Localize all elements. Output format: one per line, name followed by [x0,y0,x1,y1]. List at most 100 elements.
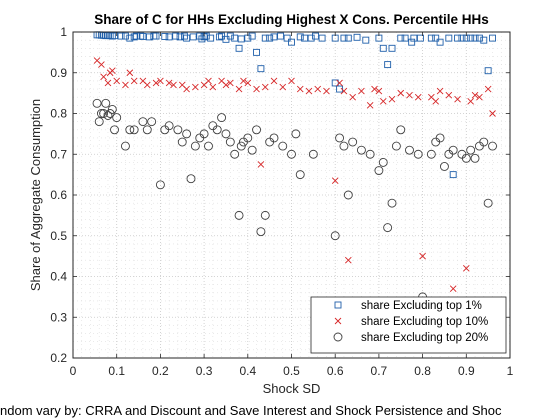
data-point-top20 [396,125,406,135]
data-point-top1 [397,34,405,42]
data-point-top20 [129,125,139,135]
data-point-top10 [279,83,287,91]
x-tick-label: 0.3 [196,364,213,378]
data-point-top20 [138,117,148,127]
data-point-top1 [130,33,138,41]
x-tick-label: 0.2 [152,364,169,378]
data-point-top20 [177,137,187,147]
x-tick-label: 0 [70,364,77,378]
data-point-top1 [283,34,291,42]
data-point-top10 [340,87,348,95]
data-point-top10 [165,79,173,87]
data-point-top20 [230,149,240,159]
x-tick-label: 0.6 [327,364,344,378]
data-point-top20 [378,157,388,167]
bottom-caption: ndom vary by: CRRA and Discount and Save… [0,403,502,418]
data-point-top1 [331,79,339,87]
data-point-top1 [161,33,169,40]
data-point-top1 [432,34,440,42]
data-point-top10 [484,85,492,93]
data-point-top20 [96,109,106,118]
data-point-top20 [405,145,414,155]
data-point-top20 [260,210,270,220]
data-point-top20 [391,141,401,151]
data-point-top10 [314,85,322,93]
data-point-top20 [212,125,222,135]
x-tick-label: 1 [507,364,514,378]
data-point-top20 [182,129,192,139]
data-point-top1 [152,32,160,40]
y-tick-label: 1 [60,25,67,39]
data-point-top20 [94,117,104,127]
data-point-top20 [125,125,135,135]
data-point-top1 [489,34,496,42]
data-point-top10 [462,265,470,272]
data-point-top10 [288,77,295,85]
y-tick-label: 0.6 [50,188,67,202]
data-point-top1 [139,33,147,40]
data-point-top20 [236,141,246,151]
data-point-top20 [112,113,122,123]
data-point-top10 [270,77,278,85]
data-point-top20 [173,125,183,135]
data-point-top20 [448,145,458,155]
data-point-top1 [253,48,260,56]
data-point-top10 [143,81,151,89]
data-point-top10 [296,85,304,93]
data-point-top1 [312,32,319,40]
data-point-top20 [339,141,349,151]
data-point-top10 [183,85,190,93]
data-point-top1 [436,38,444,46]
legend-marker-circle [333,332,343,342]
data-point-top10 [261,83,269,91]
series-square [93,31,496,179]
chart-title: Share of C for HHs Excluding Highest X C… [94,12,489,27]
data-point-top10 [130,77,138,85]
data-point-top20 [483,198,493,208]
data-point-top1 [296,33,304,41]
data-point-top20 [308,149,318,159]
data-point-top1 [126,34,134,42]
data-point-top20 [343,190,353,200]
data-point-top10 [104,79,112,87]
data-point-top10 [240,77,247,85]
x-tick-label: 0.7 [371,364,388,378]
data-point-top1 [471,34,479,42]
data-point-top20 [105,109,115,118]
data-point-top1 [165,33,173,41]
data-point-top1 [340,34,348,42]
data-point-top10 [349,93,356,101]
data-point-top10 [397,89,405,97]
data-point-top20 [335,133,345,143]
data-point-top10 [100,73,107,81]
data-point-top10 [432,97,440,105]
legend-label: share Excluding top 10% [361,316,488,328]
y-tick-label: 0.9 [50,66,67,80]
data-point-top20 [413,149,423,159]
data-point-top20 [426,149,436,159]
data-point-top1 [388,44,396,52]
data-point-top20 [461,153,471,163]
data-point-top10 [227,79,234,87]
data-point-top1 [416,34,424,42]
data-point-top1 [248,32,256,40]
data-point-top1 [207,34,215,42]
legend-box [310,296,507,354]
data-point-top10 [152,79,160,87]
x-tick-label: 0.5 [283,364,300,378]
data-point-top10 [109,67,116,75]
data-point-top20 [365,149,375,159]
data-point-top1 [235,44,243,52]
data-point-top20 [383,223,393,233]
y-axis-label: Share of Aggregate Consumption [28,99,43,291]
data-point-top10 [305,87,313,95]
data-point-top1 [445,34,453,42]
data-point-top1 [362,36,370,44]
data-point-top10 [388,95,396,103]
data-point-top10 [449,285,457,293]
data-point-top1 [121,32,129,40]
data-point-top20 [204,141,213,151]
data-point-top1 [318,34,326,42]
data-point-top1 [180,32,188,40]
data-point-top10 [157,77,164,85]
